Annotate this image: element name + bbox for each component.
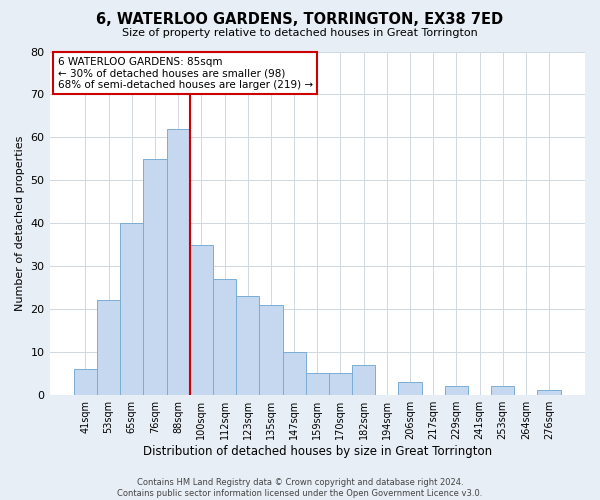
Bar	[213, 279, 236, 394]
Bar	[491, 386, 514, 394]
Y-axis label: Number of detached properties: Number of detached properties	[15, 136, 25, 311]
Text: 6 WATERLOO GARDENS: 85sqm
← 30% of detached houses are smaller (98)
68% of semi-: 6 WATERLOO GARDENS: 85sqm ← 30% of detac…	[58, 56, 313, 90]
Bar	[97, 300, 120, 394]
Bar	[283, 352, 305, 395]
Bar	[120, 223, 143, 394]
Bar	[74, 369, 97, 394]
Bar	[143, 159, 167, 394]
Bar	[305, 374, 329, 394]
Bar	[236, 296, 259, 394]
Bar	[398, 382, 422, 394]
Bar	[352, 364, 375, 394]
Bar	[190, 244, 213, 394]
Bar	[167, 128, 190, 394]
Bar	[259, 304, 283, 394]
Text: 6, WATERLOO GARDENS, TORRINGTON, EX38 7ED: 6, WATERLOO GARDENS, TORRINGTON, EX38 7E…	[97, 12, 503, 28]
Bar	[538, 390, 560, 394]
Text: Size of property relative to detached houses in Great Torrington: Size of property relative to detached ho…	[122, 28, 478, 38]
X-axis label: Distribution of detached houses by size in Great Torrington: Distribution of detached houses by size …	[143, 444, 492, 458]
Bar	[445, 386, 468, 394]
Text: Contains HM Land Registry data © Crown copyright and database right 2024.
Contai: Contains HM Land Registry data © Crown c…	[118, 478, 482, 498]
Bar	[329, 374, 352, 394]
